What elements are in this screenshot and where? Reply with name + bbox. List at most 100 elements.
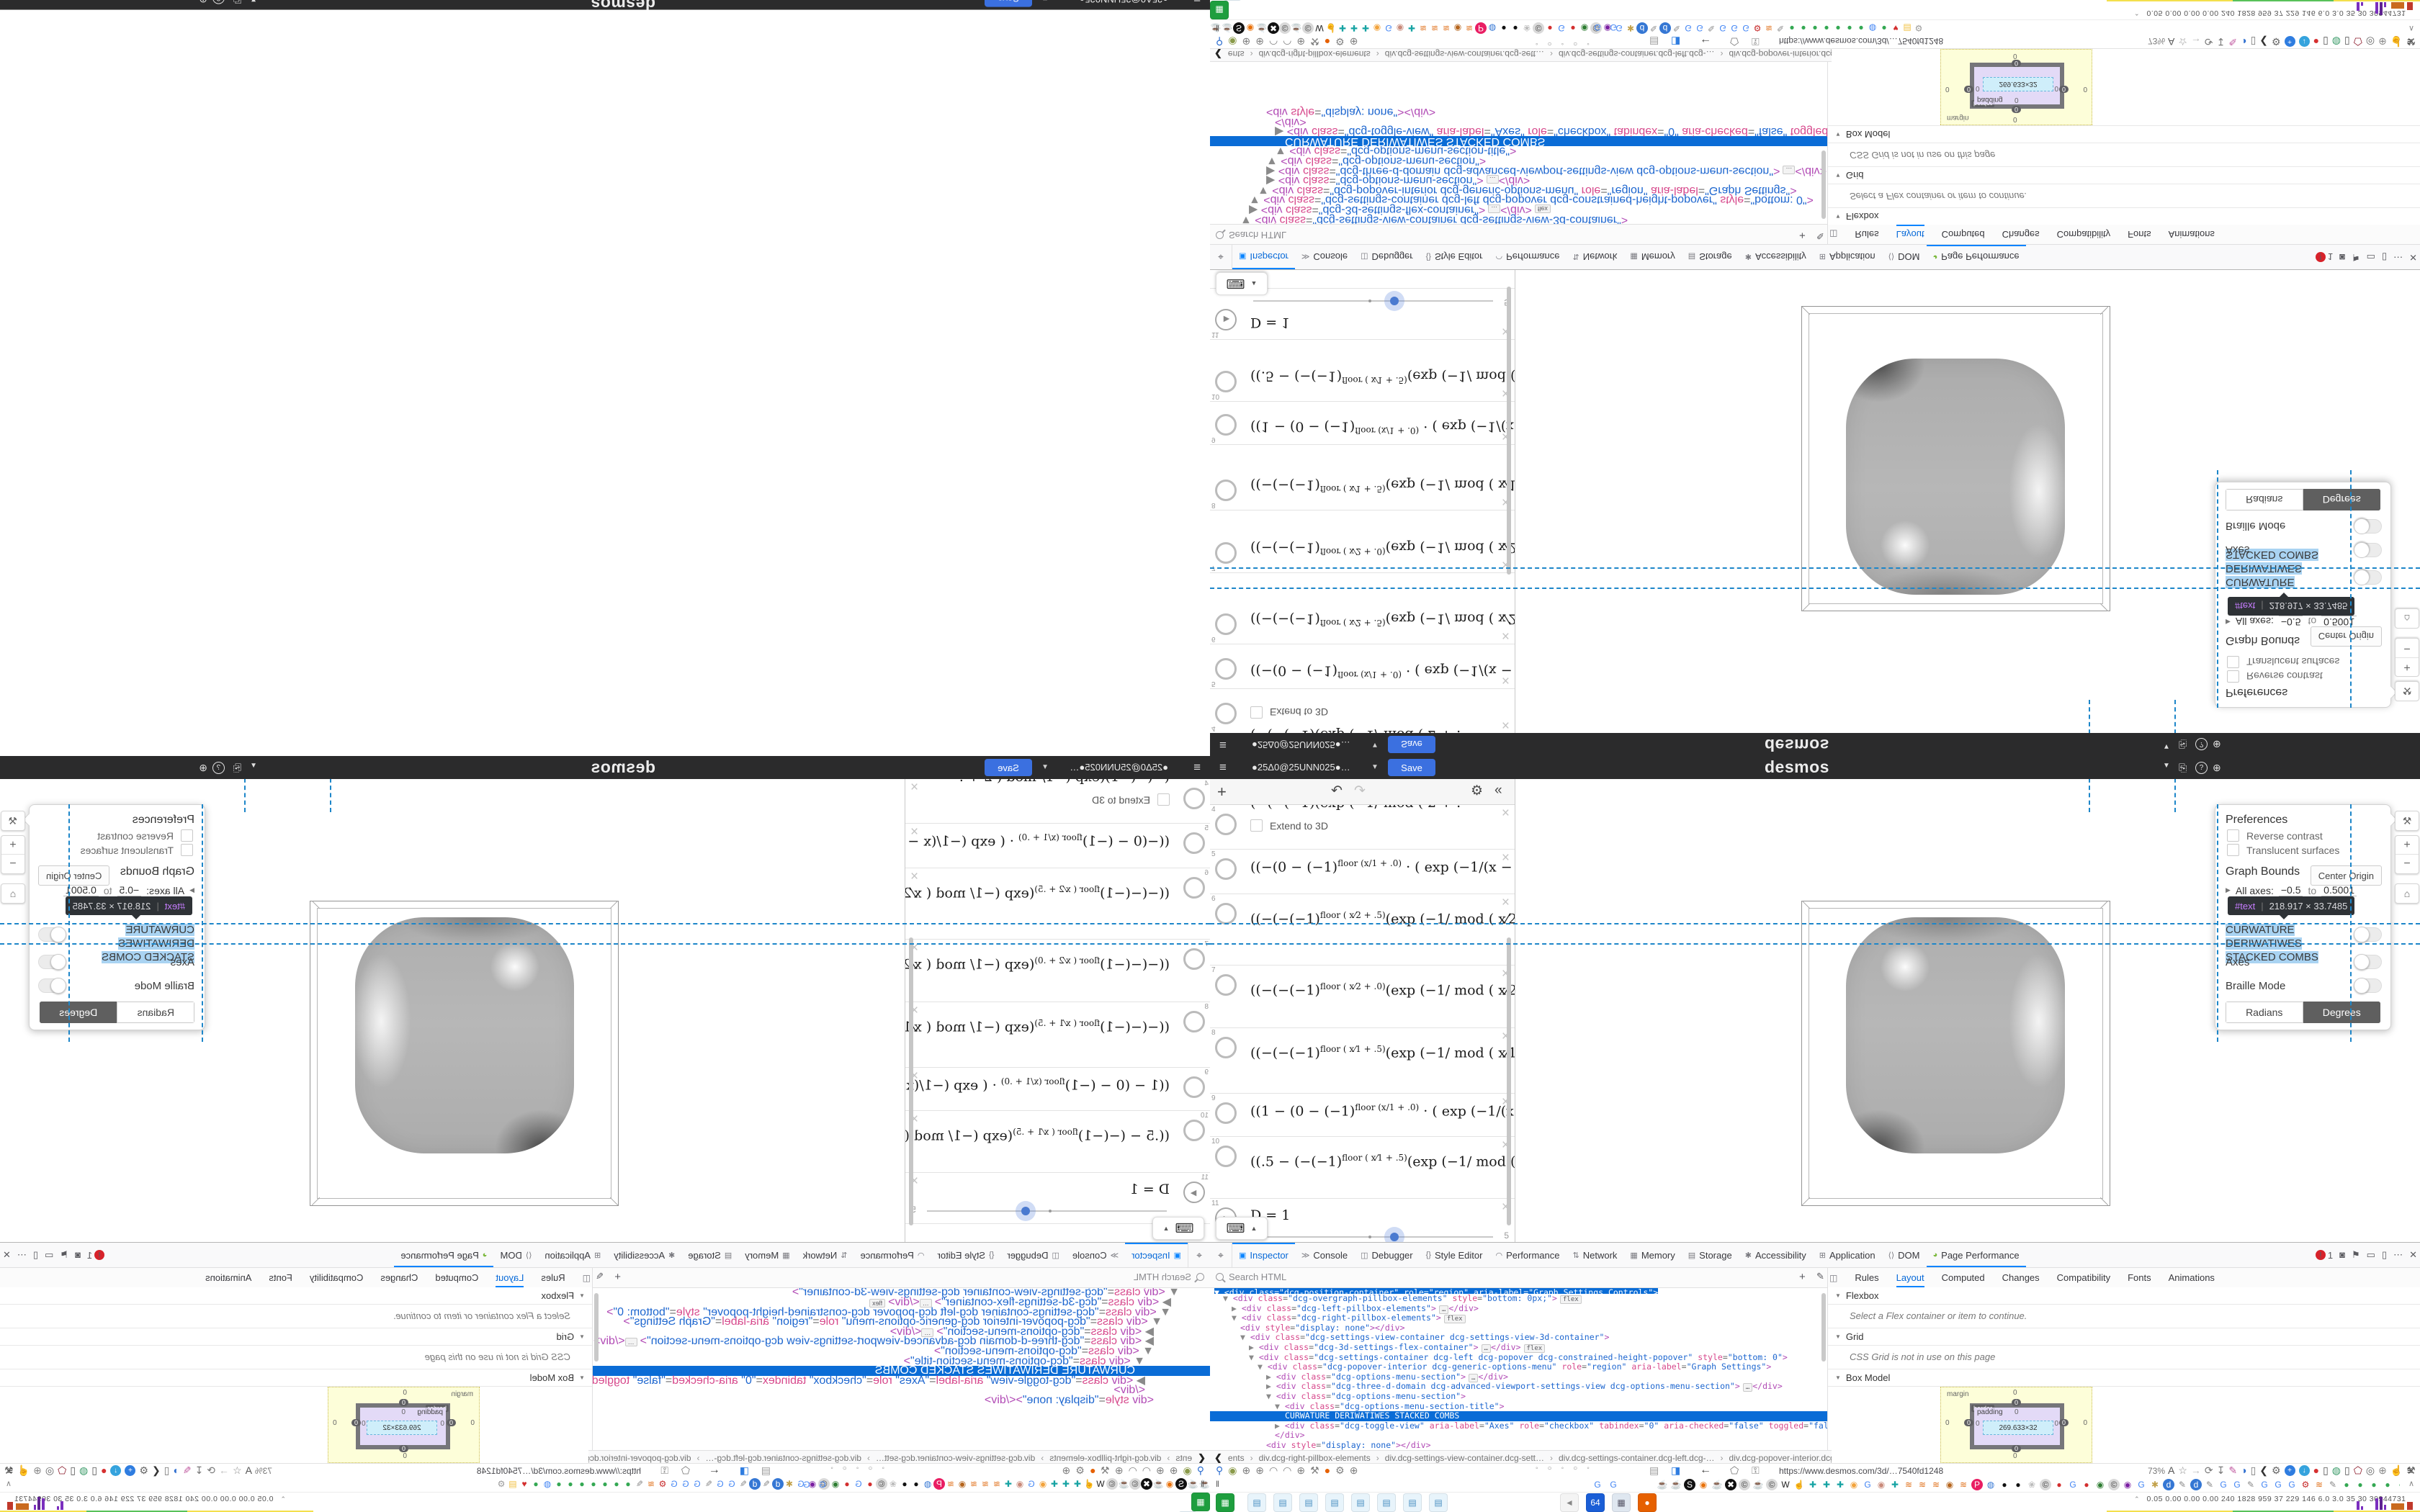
tab-favicon[interactable]: ⚙ — [1914, 23, 1923, 33]
center-origin-button[interactable]: Center Origin — [38, 865, 110, 886]
tab-favicon[interactable]: G — [1731, 23, 1738, 33]
devtools-toolbar-icon[interactable]: ⚑ — [60, 1249, 69, 1260]
error-badge-icon[interactable]: ! — [94, 1250, 105, 1261]
navbar-icon[interactable]: ◎ — [2365, 36, 2375, 48]
graph-settings-wrench-button[interactable]: ⚒ — [2395, 681, 2419, 701]
toolbar-circle-icon[interactable]: ◦ — [1587, 1464, 1590, 1472]
tab-favicon[interactable]: ● — [1847, 23, 1852, 33]
navbar-icon[interactable]: + — [2284, 36, 2295, 47]
tree-scrollbar[interactable] — [1821, 1293, 1826, 1362]
tab-favicon[interactable]: ● — [1881, 23, 1887, 33]
tab-favicon[interactable]: G — [1558, 23, 1565, 33]
sidebar-tab-changes[interactable]: Changes — [380, 1272, 418, 1283]
sidebar-tab-animations[interactable]: Animations — [2168, 229, 2215, 240]
sidebar-tab-fonts[interactable]: Fonts — [2128, 229, 2151, 240]
devtools-tab-performance[interactable]: ◠ Performance — [860, 1249, 925, 1261]
axes-max-input[interactable]: 0.5001 — [2321, 884, 2357, 896]
extension-icon[interactable]: ◠ — [1128, 1464, 1137, 1476]
tree-line-selected[interactable]: CURWATURE DERIWATIWES STACKED COMBS — [1210, 1410, 1827, 1421]
back-icon[interactable]: ← — [1700, 1464, 1711, 1476]
save-button[interactable]: Save — [985, 759, 1032, 776]
expression-style-circle[interactable] — [1183, 1011, 1205, 1032]
devtools-tab-inspector[interactable]: ▣ Inspector — [1232, 1243, 1295, 1267]
extension-icon[interactable]: ⊕ — [1062, 1464, 1071, 1476]
back-icon[interactable]: ← — [1700, 36, 1711, 48]
hamburger-menu-icon[interactable]: ≡ — [1219, 738, 1227, 752]
degrees-button[interactable]: Degrees — [2303, 489, 2380, 510]
tab-favicon[interactable]: ● — [2396, 1479, 2400, 1490]
extension-icon[interactable]: ⊕ — [1349, 1464, 1358, 1476]
sidebar-tab-fonts[interactable]: Fonts — [2128, 1272, 2151, 1283]
box-model-content[interactable]: 269.633×32 — [367, 1421, 437, 1435]
tab-favicon[interactable]: ☕ — [1152, 1479, 1164, 1489]
tab-favicon[interactable]: ◉ — [1580, 23, 1589, 33]
tab-favicon[interactable]: G — [1610, 1480, 1617, 1490]
tab-favicon[interactable]: G — [2288, 1480, 2295, 1490]
sidebar-tab-computed[interactable]: Computed — [1941, 229, 1985, 240]
taskbar-item[interactable]: ▤ — [1299, 1493, 1318, 1512]
devtools-tab-application[interactable]: ⊞ Application — [1819, 1249, 1876, 1261]
tab-overflow-icon[interactable]: ∧ — [2408, 24, 2415, 32]
tab-favicon[interactable]: ● — [556, 1479, 562, 1489]
navbar-icon[interactable]: ⬠ — [58, 1464, 67, 1476]
tab-favicon[interactable]: ✚ — [1809, 1480, 1817, 1490]
extension-icon[interactable]: ⊕ — [1255, 36, 1264, 48]
navbar-icon[interactable]: ⟳ — [2204, 1464, 2213, 1476]
sidebar-tab-fonts[interactable]: Fonts — [269, 1272, 292, 1283]
expression-math[interactable]: ((−(−(−1)floor ( x⁄2 + .0)(exp (−1/ mod … — [1250, 981, 1515, 999]
tab-favicon[interactable]: ☕ — [1256, 23, 1268, 33]
pause-icon[interactable]: ‖ — [1216, 1479, 1219, 1489]
expression-math[interactable]: (−(−(−1)(exp (−1/ mod ( 2 + . — [1250, 727, 1515, 733]
tab-favicon[interactable]: © — [1766, 1479, 1778, 1490]
tab-favicon[interactable]: d — [2163, 1479, 2174, 1490]
devtools-toolbar-icon[interactable]: ✕ — [2409, 252, 2417, 263]
extension-icon[interactable]: ◠ — [1283, 36, 1292, 48]
navbar-icon[interactable]: ◑ — [173, 1464, 179, 1476]
header-caret-icon[interactable]: ▼ — [250, 762, 257, 770]
tab-favicon[interactable]: G — [2138, 1480, 2145, 1490]
braille-toggle[interactable] — [2354, 978, 2382, 994]
devtools-tab-storage[interactable]: ▤ Storage — [1688, 1249, 1732, 1261]
navbar-icon[interactable]: ↓ — [2298, 36, 2310, 47]
zoom-in-button[interactable]: + — [1, 836, 24, 855]
reverse-contrast-checkbox[interactable]: Reverse contrast — [2227, 670, 2323, 683]
tab-favicon[interactable]: ● — [1547, 23, 1553, 33]
devtools-tab-storage[interactable]: ▤ Storage — [1688, 251, 1732, 263]
tab-favicon[interactable]: ≋ — [992, 1479, 1001, 1489]
pane-divider[interactable] — [1827, 1268, 1828, 1464]
expression-row[interactable]: 10 ((.5 − (−(−1)floor ( x⁄1 + .5)(exp (−1… — [1210, 1137, 1515, 1199]
tab-favicon[interactable]: G — [1864, 1480, 1871, 1490]
navbar-icon[interactable]: ▯ — [70, 1464, 76, 1476]
expression-style-circle[interactable] — [1215, 1037, 1237, 1058]
extension-icon[interactable]: ⊕ — [1242, 36, 1251, 48]
extension-icon[interactable]: ⊕ — [1156, 1464, 1165, 1476]
devtools-tab-performance[interactable]: ◠ Performance — [1495, 251, 1560, 263]
sidebar-tab-computed[interactable]: Computed — [435, 1272, 479, 1283]
reverse-contrast-checkbox[interactable]: Reverse contrast — [2227, 829, 2323, 842]
expression-math[interactable]: ((.5 − (−(−1)floor ( x⁄1 + .5)(exp (−1/ … — [905, 1127, 1170, 1144]
tab-favicon[interactable]: © — [876, 1478, 887, 1490]
axes-min-input[interactable]: −0.5 — [117, 884, 142, 896]
zoom-in-button[interactable]: + — [2396, 836, 2419, 855]
tab-favicon[interactable]: ◍ — [1488, 23, 1497, 33]
tab-favicon[interactable]: ⚙ — [2301, 1480, 2310, 1490]
tab-favicon[interactable]: ● — [867, 1479, 873, 1489]
taskbar-item[interactable]: ◄ — [1560, 1493, 1579, 1512]
tab-favicon[interactable]: ● — [1824, 23, 1829, 33]
navbar-icon[interactable]: ☝ — [2390, 1464, 2403, 1476]
tab-favicon[interactable]: ◉ — [1850, 1480, 1858, 1490]
tree-line[interactable]: ▼ <div class="dcg-overgraph-pillbox-elem… — [1210, 1293, 1827, 1304]
account-caret-icon[interactable]: ▼ — [1371, 763, 1379, 771]
toolbar-circle-icon[interactable]: ○ — [1547, 1464, 1552, 1472]
delete-expression-button[interactable]: × — [1501, 895, 1510, 910]
sidebar-tab-animations[interactable]: Animations — [205, 1272, 252, 1283]
keyboard-toggle-button[interactable]: ⌨ ▲ — [1216, 272, 1268, 295]
tab-favicon[interactable]: ● — [2357, 1480, 2363, 1490]
navbar-icon[interactable]: ● — [2313, 1464, 2320, 1476]
tab-favicon[interactable]: ✎ — [1707, 23, 1716, 33]
boxmodel-section-header[interactable]: ▼ Box Model — [0, 1369, 592, 1387]
taskbar-item[interactable]: ▦ — [1612, 1493, 1631, 1512]
pick-element-icon[interactable]: ⌖ — [1210, 1243, 1232, 1267]
extension-icon[interactable]: ⊕ — [1114, 1464, 1124, 1476]
tab-favicon[interactable]: G — [1719, 23, 1726, 33]
